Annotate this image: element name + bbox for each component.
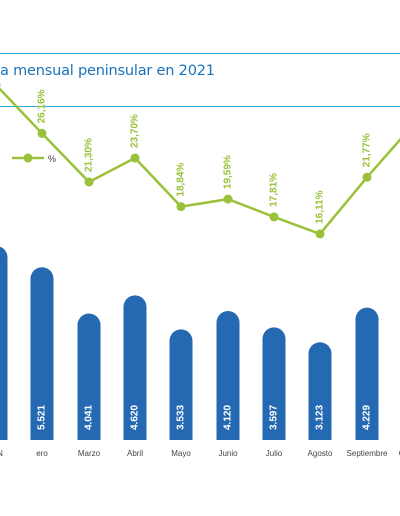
bar-4 (169, 329, 193, 440)
x-tick-label: Septiembre (347, 449, 388, 458)
x-tick-label: N (0, 449, 3, 458)
bar-1 (30, 267, 54, 440)
bar-2 (77, 313, 101, 440)
line-point-5 (223, 194, 233, 204)
line-point-8 (362, 172, 372, 182)
bar-value-label: 3.123 (315, 405, 326, 430)
x-tick-label: Octubre (399, 449, 400, 458)
x-tick-label: Mayo (171, 449, 191, 458)
line-point-2 (84, 177, 94, 187)
legend-label: % (48, 154, 56, 164)
bar-7 (308, 342, 332, 440)
x-tick-label: Julio (266, 449, 283, 458)
bar-8 (355, 307, 379, 440)
line-point-1 (37, 128, 47, 138)
line-point-7 (315, 229, 325, 239)
legend-marker (23, 153, 33, 163)
line-value-label: 23,70% (130, 114, 141, 148)
bar-0 (0, 246, 8, 440)
x-tick-label: ero (36, 449, 48, 458)
bar-5 (216, 311, 240, 440)
line-point-3 (130, 153, 140, 163)
bar-value-label: 4.120 (223, 405, 234, 430)
line-value-label: 19,59% (223, 155, 234, 189)
chart-title: a mensual peninsular en 2021 (0, 63, 215, 79)
bar-value-label: 3.597 (269, 405, 280, 430)
line-value-label: 26,16% (37, 89, 48, 123)
line-value-label: 16,11% (315, 190, 326, 223)
bar-value-label: 4.041 (84, 405, 95, 430)
line-point-0 (0, 82, 1, 88)
bar-value-label: 4.620 (130, 405, 141, 430)
top-rule (0, 53, 400, 54)
line-value-label: 21,30% (84, 138, 95, 172)
line-point-6 (269, 212, 279, 222)
bar-value-label: 4.229 (362, 405, 373, 430)
line-value-label: 18,84% (176, 163, 187, 197)
percent-line (0, 87, 400, 236)
line-point-4 (176, 202, 186, 212)
bar-6 (262, 327, 286, 440)
legend: % (12, 153, 56, 164)
x-tick-label: Junio (218, 449, 238, 458)
line-value-label: 17,81% (269, 173, 280, 207)
x-tick-label: Marzo (78, 449, 101, 458)
x-tick-label: Abril (127, 449, 143, 458)
line-value-label: 21,77% (362, 133, 373, 167)
x-tick-label: Agosto (308, 449, 333, 458)
bar-value-label: 3.533 (176, 405, 187, 430)
bottom-rule (0, 106, 400, 107)
bar-value-label: 5.521 (37, 405, 48, 430)
bar-3 (123, 295, 147, 440)
